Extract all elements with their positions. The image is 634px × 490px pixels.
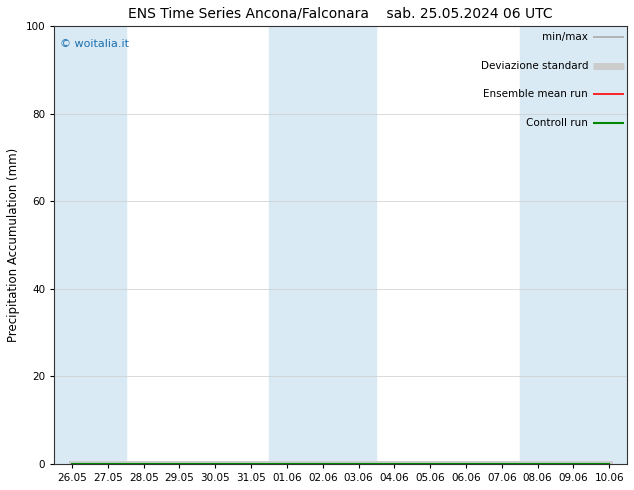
Bar: [90, 26, 126, 464]
Bar: [269, 26, 305, 464]
Text: © woitalia.it: © woitalia.it: [60, 39, 129, 49]
Bar: [54, 26, 90, 464]
Text: Ensemble mean run: Ensemble mean run: [483, 89, 588, 99]
Text: Controll run: Controll run: [526, 118, 588, 127]
Text: Deviazione standard: Deviazione standard: [481, 61, 588, 71]
Title: ENS Time Series Ancona/Falconara    sab. 25.05.2024 06 UTC: ENS Time Series Ancona/Falconara sab. 25…: [128, 7, 553, 21]
Bar: [592, 26, 627, 464]
Bar: [555, 26, 592, 464]
Text: min/max: min/max: [542, 32, 588, 42]
Bar: [520, 26, 555, 464]
Bar: [305, 26, 340, 464]
Y-axis label: Precipitation Accumulation (mm): Precipitation Accumulation (mm): [7, 148, 20, 343]
Bar: [340, 26, 377, 464]
